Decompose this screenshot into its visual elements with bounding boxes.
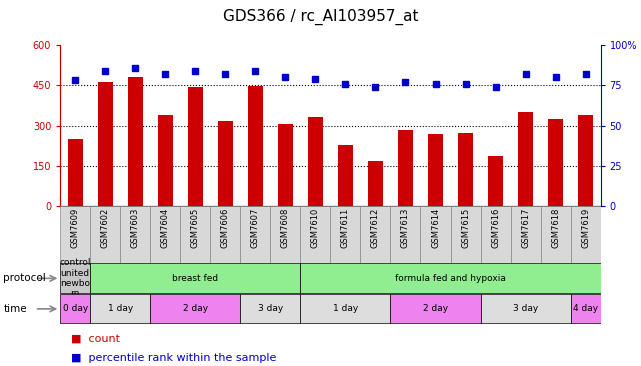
Text: GSM7602: GSM7602 <box>101 208 110 248</box>
Bar <box>548 119 563 206</box>
FancyBboxPatch shape <box>240 206 271 263</box>
Text: GSM7619: GSM7619 <box>581 208 590 248</box>
Text: GSM7608: GSM7608 <box>281 208 290 248</box>
Text: 2 day: 2 day <box>423 305 448 313</box>
Text: GSM7615: GSM7615 <box>461 208 470 248</box>
Bar <box>158 115 173 206</box>
Text: 0 day: 0 day <box>63 305 88 313</box>
Text: GSM7613: GSM7613 <box>401 208 410 248</box>
FancyBboxPatch shape <box>180 206 210 263</box>
Text: 1 day: 1 day <box>333 305 358 313</box>
Text: control
united
newbo
rn: control united newbo rn <box>60 258 91 298</box>
Bar <box>368 161 383 206</box>
Text: protocol: protocol <box>3 273 46 283</box>
Text: GSM7612: GSM7612 <box>371 208 380 248</box>
FancyBboxPatch shape <box>481 206 510 263</box>
FancyBboxPatch shape <box>390 295 481 323</box>
FancyBboxPatch shape <box>360 206 390 263</box>
Bar <box>308 117 323 206</box>
FancyBboxPatch shape <box>301 206 331 263</box>
Bar <box>68 139 83 206</box>
FancyBboxPatch shape <box>481 295 570 323</box>
Text: 3 day: 3 day <box>258 305 283 313</box>
FancyBboxPatch shape <box>451 206 481 263</box>
Text: ■  count: ■ count <box>71 334 120 344</box>
Text: GDS366 / rc_AI103957_at: GDS366 / rc_AI103957_at <box>223 9 418 25</box>
Text: GSM7609: GSM7609 <box>71 208 79 248</box>
Text: 2 day: 2 day <box>183 305 208 313</box>
Bar <box>578 115 593 206</box>
FancyBboxPatch shape <box>331 206 360 263</box>
Bar <box>398 130 413 206</box>
Text: GSM7607: GSM7607 <box>251 208 260 248</box>
FancyBboxPatch shape <box>90 206 121 263</box>
Bar <box>98 82 113 206</box>
Text: time: time <box>3 304 27 314</box>
Text: GSM7604: GSM7604 <box>161 208 170 248</box>
FancyBboxPatch shape <box>390 206 420 263</box>
Text: 1 day: 1 day <box>108 305 133 313</box>
Bar <box>188 87 203 206</box>
Text: 4 day: 4 day <box>573 305 598 313</box>
FancyBboxPatch shape <box>570 295 601 323</box>
FancyBboxPatch shape <box>420 206 451 263</box>
Text: GSM7618: GSM7618 <box>551 208 560 248</box>
Text: GSM7603: GSM7603 <box>131 208 140 248</box>
FancyBboxPatch shape <box>301 295 390 323</box>
Text: GSM7616: GSM7616 <box>491 208 500 248</box>
Text: breast fed: breast fed <box>172 274 219 283</box>
Text: GSM7611: GSM7611 <box>341 208 350 248</box>
FancyBboxPatch shape <box>60 206 90 263</box>
FancyBboxPatch shape <box>301 264 601 293</box>
Text: ■  percentile rank within the sample: ■ percentile rank within the sample <box>71 352 276 363</box>
FancyBboxPatch shape <box>271 206 301 263</box>
FancyBboxPatch shape <box>570 206 601 263</box>
Bar <box>428 134 443 206</box>
FancyBboxPatch shape <box>60 264 90 293</box>
FancyBboxPatch shape <box>150 206 180 263</box>
Bar <box>128 77 143 206</box>
FancyBboxPatch shape <box>240 295 301 323</box>
Bar <box>278 124 293 206</box>
FancyBboxPatch shape <box>90 264 301 293</box>
Text: GSM7617: GSM7617 <box>521 208 530 248</box>
Bar <box>218 121 233 206</box>
Text: GSM7610: GSM7610 <box>311 208 320 248</box>
Bar <box>518 112 533 206</box>
Bar <box>458 133 473 206</box>
Text: formula fed and hypoxia: formula fed and hypoxia <box>395 274 506 283</box>
FancyBboxPatch shape <box>210 206 240 263</box>
FancyBboxPatch shape <box>60 295 90 323</box>
FancyBboxPatch shape <box>150 295 240 323</box>
FancyBboxPatch shape <box>90 295 150 323</box>
FancyBboxPatch shape <box>510 206 540 263</box>
FancyBboxPatch shape <box>540 206 570 263</box>
Text: 3 day: 3 day <box>513 305 538 313</box>
Bar <box>488 156 503 206</box>
FancyBboxPatch shape <box>121 206 150 263</box>
Text: GSM7606: GSM7606 <box>221 208 230 248</box>
Bar <box>338 145 353 206</box>
Text: GSM7614: GSM7614 <box>431 208 440 248</box>
Text: GSM7605: GSM7605 <box>191 208 200 248</box>
Bar <box>248 86 263 206</box>
